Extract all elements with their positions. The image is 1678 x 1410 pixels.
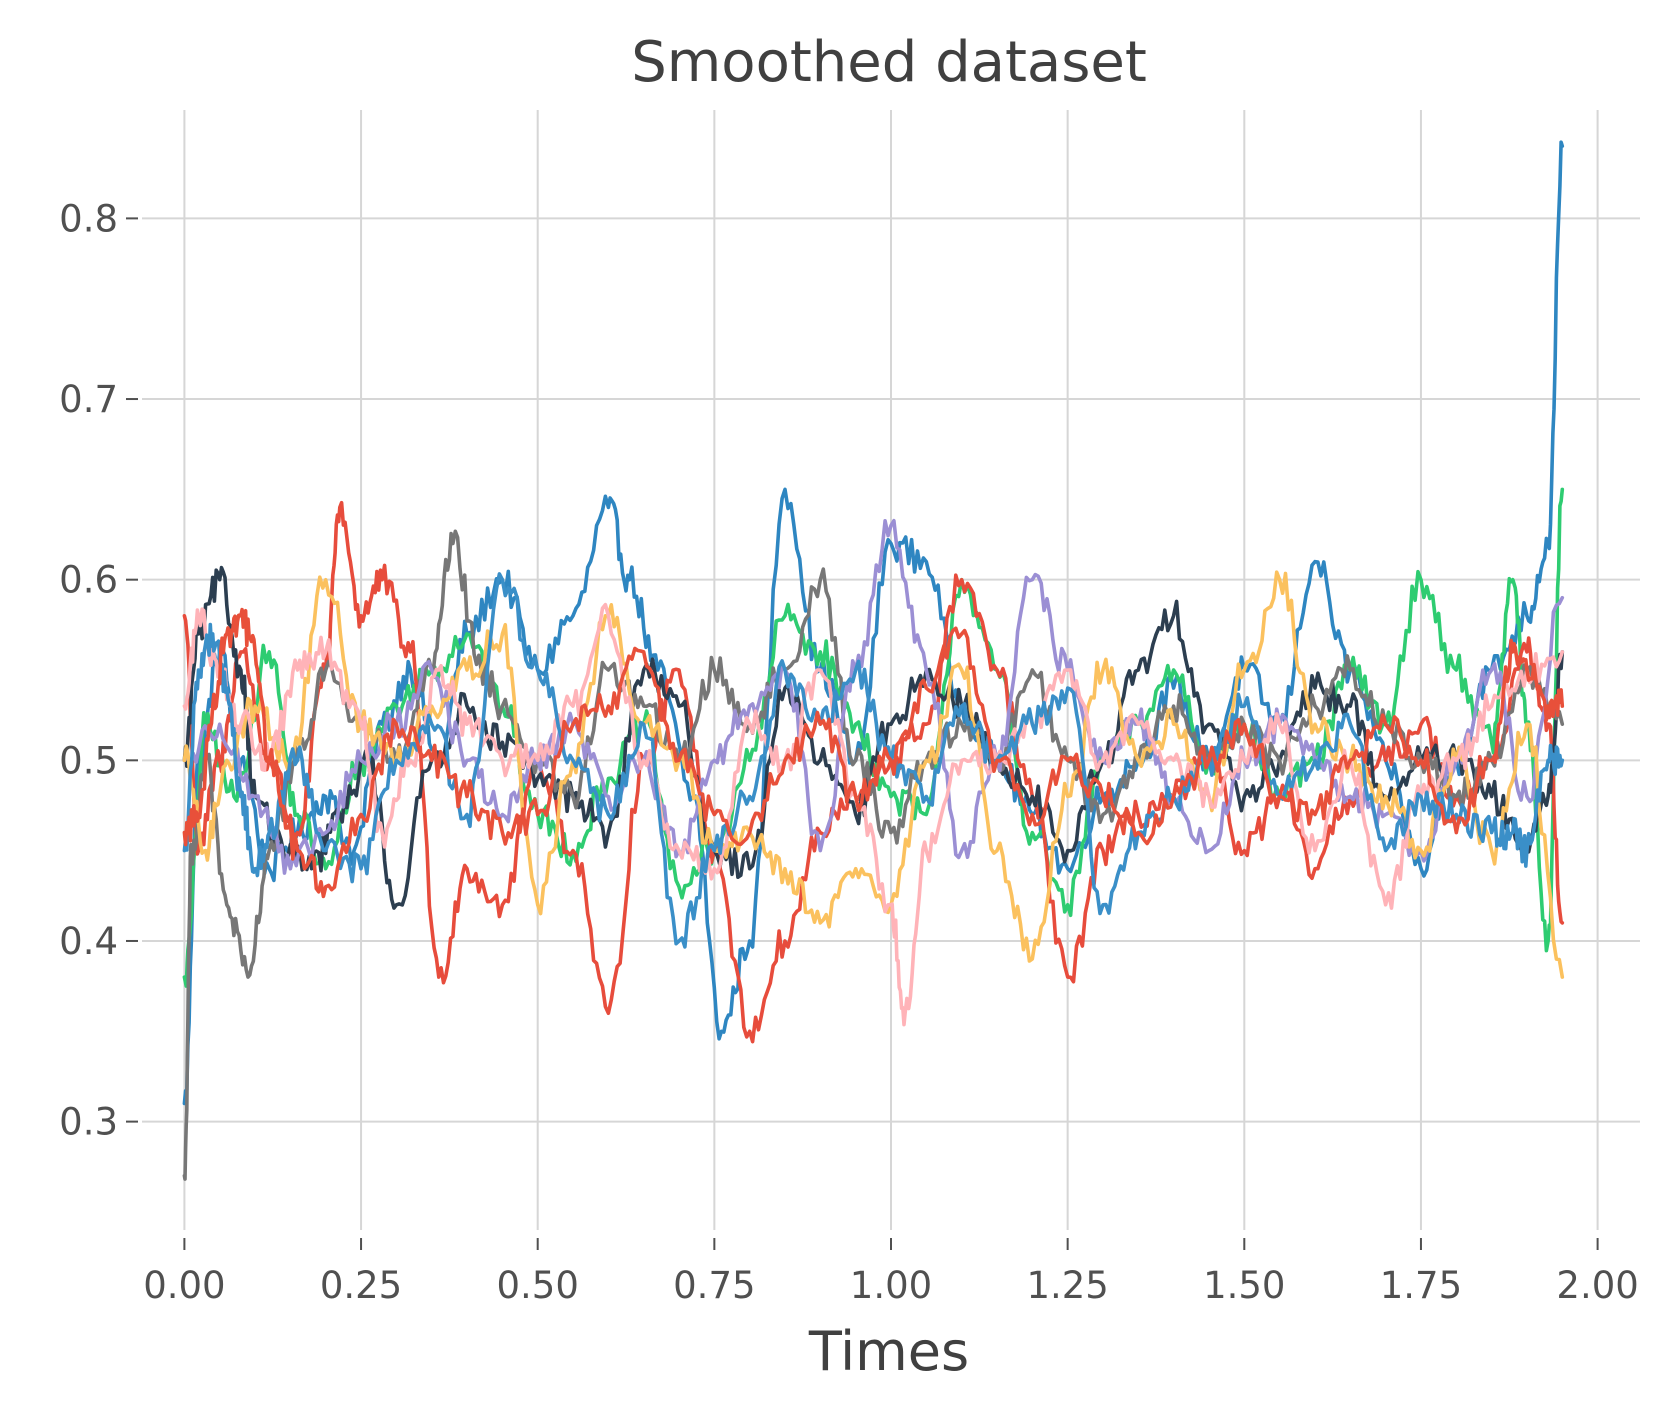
y-tick-label: 0.6 — [59, 559, 118, 602]
y-tick-label: 0.8 — [59, 197, 118, 240]
x-tick-label: 0.75 — [673, 1264, 755, 1307]
series-line-8 — [182, 602, 1565, 1027]
grid-lines — [142, 110, 1640, 1230]
y-tick-label: 0.4 — [59, 920, 118, 963]
x-tick-label: 2.00 — [1556, 1264, 1638, 1307]
series-line-3 — [182, 500, 1565, 1044]
y-tick-label: 0.3 — [59, 1101, 118, 1144]
x-tick-label: 1.50 — [1203, 1264, 1285, 1307]
axes: 0.00 0.25 0.50 0.75 1.00 1.25 1.50 1.75 2.00 0.3 0… — [59, 197, 1639, 1307]
series-line-9 — [182, 572, 1565, 949]
series-lines — [182, 140, 1565, 1181]
x-tick-label: 1.75 — [1380, 1264, 1462, 1307]
x-tick-label: 0.00 — [143, 1264, 225, 1307]
chart-title: Smoothed dataset — [631, 30, 1147, 95]
series-line-1 — [182, 140, 1565, 1106]
x-tick-label: 0.50 — [497, 1264, 579, 1307]
series-line-5 — [182, 529, 1565, 1181]
y-tick-label: 0.5 — [59, 739, 118, 782]
series-line-10 — [182, 607, 1565, 899]
x-axis-label: Times — [808, 1320, 969, 1383]
x-tick-label: 0.25 — [320, 1264, 402, 1307]
y-tick-label: 0.7 — [59, 378, 118, 421]
x-tick-label: 1.25 — [1026, 1264, 1108, 1307]
x-tick-label: 1.00 — [850, 1264, 932, 1307]
